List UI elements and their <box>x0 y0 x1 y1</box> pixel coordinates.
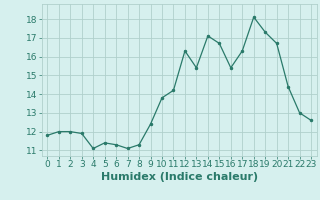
X-axis label: Humidex (Indice chaleur): Humidex (Indice chaleur) <box>100 172 258 182</box>
